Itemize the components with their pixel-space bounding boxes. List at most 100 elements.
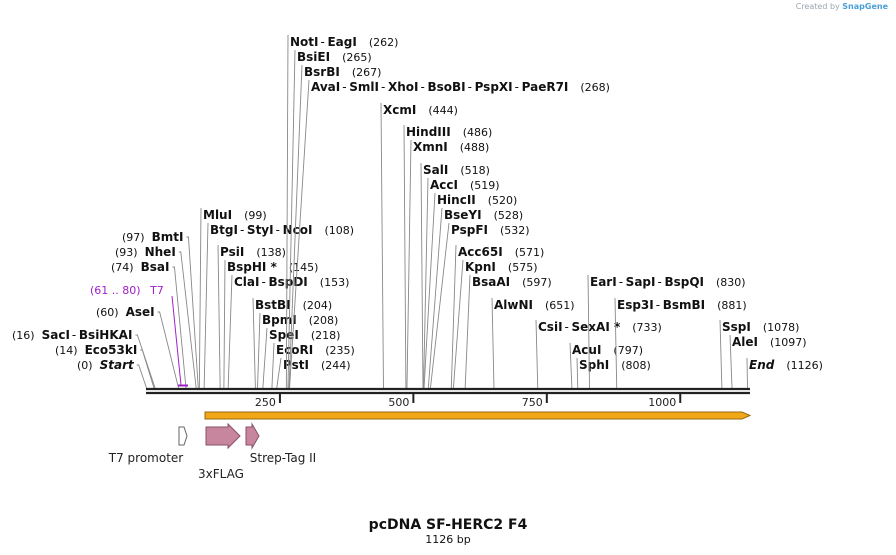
site-leader-line — [450, 244, 457, 389]
site-end[interactable]: End (1126) — [746, 357, 823, 389]
site-pspfi[interactable]: PspFI (532) — [430, 222, 530, 389]
site-xcmi[interactable]: XcmI (444) — [380, 102, 458, 389]
site-position: (204) — [303, 299, 333, 312]
site-kpni[interactable]: KpnI (575) — [452, 259, 538, 389]
primer-range: (61 .. 80) — [90, 284, 141, 297]
site-asei[interactable]: (60) AseI — [96, 305, 179, 389]
enzyme-name: BtgI — [210, 223, 238, 237]
primer-layer: (61 .. 80) T7 — [90, 284, 188, 387]
site-leader-line — [719, 319, 723, 389]
site-separator: - — [619, 275, 623, 289]
site-acc65i[interactable]: Acc65I (571) — [450, 244, 544, 389]
enzyme-name: BseYI — [444, 208, 482, 222]
enzyme-name: PaeR7I — [522, 80, 569, 94]
site-leader-line — [178, 251, 197, 389]
site-leader-line — [198, 207, 202, 389]
site-acci[interactable]: AccI (519) — [423, 177, 500, 389]
site-position: (14) — [55, 344, 78, 357]
site-bmti[interactable]: (97) BmtI — [122, 230, 199, 389]
site-alwni[interactable]: AlwNI (651) — [491, 297, 575, 389]
site-separator: - — [240, 223, 244, 237]
enzyme-name: BsaAI — [472, 275, 510, 289]
site-esp3i[interactable]: Esp3I - BsmBI (881) — [614, 297, 747, 389]
site-separator: - — [321, 35, 325, 49]
enzyme-name: SalI — [423, 163, 448, 177]
enzyme-name: PspXI — [475, 80, 513, 94]
site-position: (518) — [460, 164, 490, 177]
site-bseyi[interactable]: BseYI (528) — [427, 207, 523, 389]
enzyme-name: AcuI — [572, 343, 601, 357]
site-position: (1097) — [770, 336, 807, 349]
site-bpmi[interactable]: BpmI (208) — [257, 312, 339, 389]
site-hincii[interactable]: HincII (520) — [423, 192, 517, 389]
site-leader-line — [172, 266, 187, 389]
site-mlui[interactable]: MluI (99) — [198, 207, 267, 389]
site-avai[interactable]: AvaI - SmlI - XhoI - BsoBI - PspXI - Pae… — [289, 79, 610, 389]
site-psii[interactable]: PsiI (138) — [217, 244, 286, 389]
primer-label: (61 .. 80) T7 — [90, 284, 164, 297]
site-sspi[interactable]: SspI (1078) — [719, 319, 799, 389]
site-bsrbi[interactable]: BsrBI (267) — [288, 64, 381, 389]
site-saci[interactable]: (16) SacI - BsiHKAI — [12, 328, 156, 389]
enzyme-name: HincII — [437, 193, 476, 207]
site-leader-line — [186, 236, 199, 389]
site-sali[interactable]: SalI (518) — [420, 162, 490, 389]
enzyme-name: BsmBI — [663, 298, 705, 312]
site-bsiei[interactable]: BsiEI (265) — [287, 49, 372, 389]
map-length: 1126 bp — [425, 533, 470, 546]
site-position: (208) — [309, 314, 339, 327]
site-separator: - — [261, 275, 265, 289]
enzyme-name: Eco53kI — [85, 343, 138, 357]
site-leader-line — [271, 342, 275, 389]
enzyme-name: PsiI — [220, 245, 244, 259]
enzyme-name: KpnI — [465, 260, 496, 274]
site-eari[interactable]: EarI - SapI - BspQI (830) — [587, 274, 746, 389]
site-bsaai[interactable]: BsaAI (597) — [464, 274, 552, 389]
enzyme-name: PspFI — [451, 223, 488, 237]
enzyme-name: SacI — [42, 328, 70, 342]
site-start[interactable]: (0) Start — [77, 358, 147, 389]
site-layer: (0) Start(14) Eco53kI(16) SacI - BsiHKAI(60… — [12, 34, 823, 389]
site-hindiii[interactable]: HindIII (486) — [403, 124, 492, 389]
enzyme-name: AlwNI — [494, 298, 533, 312]
enzyme-name: BsiHKAI — [79, 328, 133, 342]
site-position: (235) — [325, 344, 355, 357]
site-leader-line — [135, 334, 156, 389]
site-leader-line — [464, 274, 471, 389]
site-clai[interactable]: ClaI - BspDI (153) — [227, 274, 349, 389]
site-position: (60) — [96, 306, 119, 319]
strep-tag-label: Strep-Tag II — [250, 451, 316, 465]
site-position: (808) — [621, 359, 651, 372]
site-leader-line — [257, 312, 261, 389]
site-bsphi[interactable]: BspHI * (145) — [223, 259, 319, 389]
enzyme-name: BsaI — [141, 260, 170, 274]
enzyme-name: BspQI — [664, 275, 704, 289]
site-ecori[interactable]: EcoRI (235) — [271, 342, 355, 389]
site-btgi[interactable]: BtgI - StyI - NcoI (108) — [203, 222, 354, 389]
site-leader-line — [569, 342, 573, 389]
site-csii[interactable]: CsiI - SexAI * (733) — [535, 319, 662, 389]
enzyme-name: Esp3I — [617, 298, 654, 312]
site-nhei[interactable]: (93) NheI — [115, 245, 197, 389]
credit: Created by SnapGene — [796, 2, 888, 11]
site-acui[interactable]: AcuI (797) — [569, 342, 643, 389]
primer-name: T7 — [149, 284, 164, 297]
site-position: (488) — [460, 141, 490, 154]
site-alei[interactable]: AleI (1097) — [729, 334, 807, 389]
site-leader-line — [614, 297, 618, 389]
enzyme-name: EarI — [590, 275, 617, 289]
site-separator: - — [565, 320, 569, 334]
site-xmni[interactable]: XmnI (488) — [406, 139, 490, 389]
site-bsai[interactable]: (74) BsaI — [111, 260, 187, 389]
enzyme-name: SapI — [626, 275, 656, 289]
site-position: (108) — [324, 224, 354, 237]
site-noti[interactable]: NotI - EagI (262) — [285, 34, 398, 389]
site-sphi[interactable]: SphI (808) — [576, 357, 651, 389]
site-position: (575) — [508, 261, 538, 274]
enzyme-name: XcmI — [383, 103, 416, 117]
enzyme-name: NheI — [145, 245, 176, 259]
t7-promoter-arrow — [178, 426, 188, 446]
enzyme-name: XhoI — [388, 80, 419, 94]
site-position: (93) — [115, 246, 138, 259]
site-bstbi[interactable]: BstBI (204) — [252, 297, 333, 389]
